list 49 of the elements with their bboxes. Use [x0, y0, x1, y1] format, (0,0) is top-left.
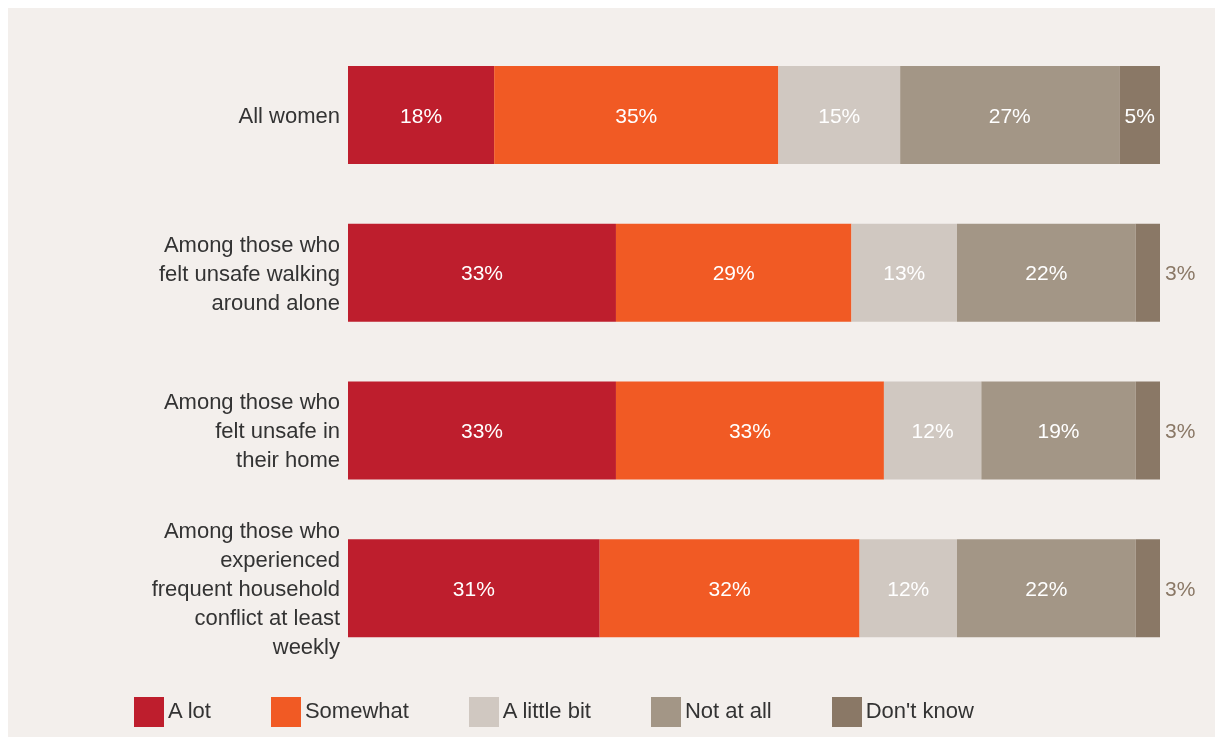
- bar: [957, 539, 1136, 638]
- bar: [1135, 381, 1160, 480]
- data-label: 35%: [615, 103, 658, 127]
- data-label: 22%: [1025, 576, 1068, 600]
- y-tick-label: Among those who felt unsafe in their home: [163, 388, 340, 472]
- data-label: 3%: [1165, 576, 1196, 600]
- legend-label: Don't know: [865, 697, 974, 723]
- y-tick-label: Among those who experienced frequent household conflict at least weekly: [151, 517, 340, 659]
- data-label: 29%: [712, 261, 755, 285]
- data-label: 19%: [1037, 419, 1080, 442]
- legend-label: Not at all: [684, 697, 772, 723]
- bar: [348, 381, 616, 480]
- bar: [348, 539, 600, 638]
- data-label: 31%: [452, 576, 495, 600]
- data-label: 32%: [708, 576, 751, 600]
- bar: [883, 381, 982, 480]
- data-label: 12%: [911, 419, 954, 442]
- data-label: 15%: [818, 103, 861, 127]
- bar: [348, 66, 495, 164]
- legend-label: A lot: [168, 697, 211, 723]
- bar: [599, 539, 860, 638]
- data-label: 18%: [400, 103, 443, 127]
- data-label: 3%: [1165, 261, 1196, 285]
- bar: [957, 223, 1136, 322]
- bar: [1119, 66, 1160, 164]
- y-tick-label: Among those who felt unsafe walking around alone: [159, 231, 340, 315]
- data-label: 27%: [988, 103, 1031, 127]
- bar: [981, 381, 1136, 480]
- bar: [615, 223, 852, 322]
- data-label: 12%: [887, 576, 930, 600]
- legend-label: A little bit: [502, 697, 591, 723]
- bar: [348, 223, 616, 322]
- data-label: 22%: [1025, 261, 1068, 285]
- data-label: 3%: [1165, 419, 1196, 442]
- bar: [851, 223, 957, 322]
- legend-label: Somewhat: [304, 697, 409, 723]
- data-label: 13%: [883, 261, 926, 285]
- bar: [1135, 539, 1160, 638]
- bar: [778, 66, 901, 164]
- data-label: 33%: [728, 419, 771, 442]
- data-label: 33%: [460, 261, 503, 285]
- data-label: 5%: [1124, 103, 1155, 127]
- data-label: 33%: [460, 419, 503, 442]
- bar: [494, 66, 779, 164]
- bar: [859, 539, 957, 638]
- bar: [1135, 223, 1160, 322]
- bar: [615, 381, 884, 480]
- y-tick-label: All women: [238, 102, 340, 128]
- bar: [900, 66, 1120, 164]
